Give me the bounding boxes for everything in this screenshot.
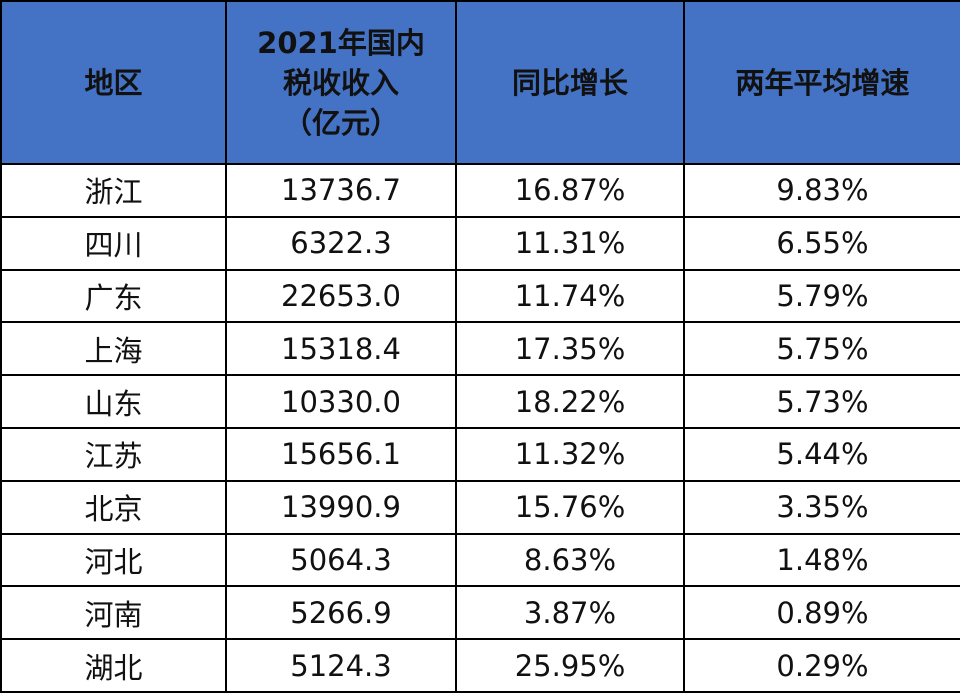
header-cell: 2021年国内 税收收入 （亿元） bbox=[225, 0, 457, 165]
bar-cell: 3.35% bbox=[683, 479, 960, 535]
data-row: 湖北 5124.3 25.95% 0.29% bbox=[0, 638, 960, 693]
cell: 15656.1 bbox=[225, 426, 457, 482]
cell: 11.74% bbox=[455, 268, 685, 324]
cell: 17.35% bbox=[455, 321, 685, 377]
cell: 3.87% bbox=[455, 585, 685, 641]
cell: 15318.4 bbox=[225, 321, 457, 377]
header-text: 两年平均增速 bbox=[735, 65, 910, 100]
data-row: 四川 6322.3 11.31% 6.55% bbox=[0, 215, 960, 271]
data-row: 河北 5064.3 8.63% 1.48% bbox=[0, 532, 960, 588]
bar-text: 0.89% bbox=[776, 595, 869, 630]
bar-text: 9.83% bbox=[776, 173, 869, 208]
bar-cell: 0.29% bbox=[683, 638, 960, 693]
data-row: 北京 13990.9 15.76% 3.35% bbox=[0, 479, 960, 535]
cell: 5124.3 bbox=[225, 638, 457, 693]
header-text: （亿元） bbox=[282, 105, 399, 140]
cell: 25.95% bbox=[455, 638, 685, 693]
header-text: 税收收入 bbox=[282, 65, 399, 100]
data-row: 广东 22653.0 11.74% 5.79% bbox=[0, 268, 960, 324]
cell: 山东 bbox=[0, 374, 227, 429]
bar-cell: 0.89% bbox=[683, 585, 960, 641]
cell: 北京 bbox=[0, 479, 227, 535]
data-row: 山东 10330.0 18.22% 5.73% bbox=[0, 374, 960, 429]
cell: 江苏 bbox=[0, 426, 227, 482]
bar-text: 5.44% bbox=[776, 437, 869, 472]
cell: 10330.0 bbox=[225, 374, 457, 429]
bar-cell: 5.75% bbox=[683, 321, 960, 377]
bar-cell: 5.73% bbox=[683, 374, 960, 429]
bar-text: 1.48% bbox=[776, 542, 869, 577]
cell: 22653.0 bbox=[225, 268, 457, 324]
bar-cell: 6.55% bbox=[683, 215, 960, 271]
bar-text: 5.75% bbox=[776, 331, 869, 366]
header-cell: 同比增长 bbox=[455, 0, 685, 165]
bar-text: 0.29% bbox=[776, 648, 869, 683]
cell: 6322.3 bbox=[225, 215, 457, 271]
cell: 8.63% bbox=[455, 532, 685, 588]
header-row: 地区 2021年国内 税收收入 （亿元） 同比增长 两年平均增速 bbox=[0, 0, 960, 165]
header-cell: 地区 bbox=[0, 0, 227, 165]
header-text: 地区 bbox=[84, 65, 143, 100]
bar-cell: 5.44% bbox=[683, 426, 960, 482]
data-row: 江苏 15656.1 11.32% 5.44% bbox=[0, 426, 960, 482]
cell: 18.22% bbox=[455, 374, 685, 429]
cell: 河南 bbox=[0, 585, 227, 641]
cell: 河北 bbox=[0, 532, 227, 588]
bar-cell: 1.48% bbox=[683, 532, 960, 588]
cell: 5266.9 bbox=[225, 585, 457, 641]
cell: 四川 bbox=[0, 215, 227, 271]
cell: 11.32% bbox=[455, 426, 685, 482]
bar-cell: 9.83% bbox=[683, 163, 960, 218]
cell: 13990.9 bbox=[225, 479, 457, 535]
bar-cell: 5.79% bbox=[683, 268, 960, 324]
cell: 16.87% bbox=[455, 163, 685, 218]
data-row: 浙江 13736.7 16.87% 9.83% bbox=[0, 163, 960, 218]
data-row: 河南 5266.9 3.87% 0.89% bbox=[0, 585, 960, 641]
table-body: 浙江 13736.7 16.87% 9.83% 四川 6322.3 11.31% 6.55% 广… bbox=[0, 163, 960, 693]
cell: 湖北 bbox=[0, 638, 227, 693]
bar-text: 5.79% bbox=[776, 278, 869, 313]
bar-text: 5.73% bbox=[776, 384, 869, 419]
header-cell: 两年平均增速 bbox=[683, 0, 960, 165]
bar-text: 6.55% bbox=[776, 226, 869, 261]
cell: 广东 bbox=[0, 268, 227, 324]
header-text: 同比增长 bbox=[511, 65, 628, 100]
header-text: 2021年国内 bbox=[257, 25, 425, 60]
cell: 13736.7 bbox=[225, 163, 457, 218]
cell: 5064.3 bbox=[225, 532, 457, 588]
cell: 15.76% bbox=[455, 479, 685, 535]
data-row: 上海 15318.4 17.35% 5.75% bbox=[0, 321, 960, 377]
bar-text: 3.35% bbox=[776, 490, 869, 525]
cell: 浙江 bbox=[0, 163, 227, 218]
cell: 上海 bbox=[0, 321, 227, 377]
cell: 11.31% bbox=[455, 215, 685, 271]
